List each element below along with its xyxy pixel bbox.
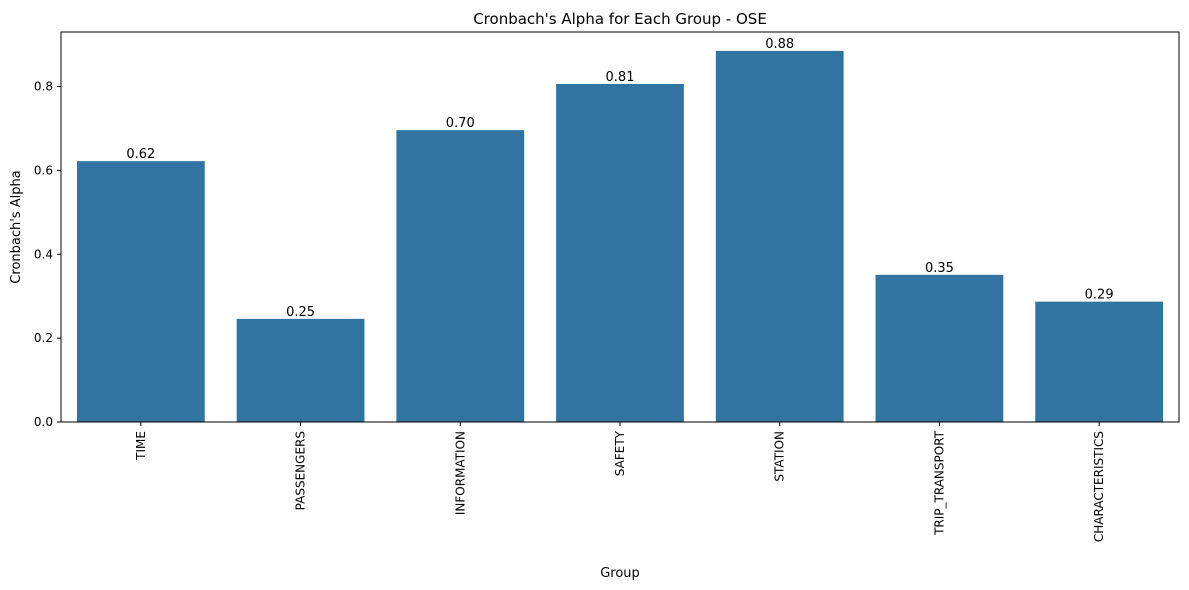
x-tick-label-station: STATION xyxy=(773,431,787,482)
bar-safety xyxy=(556,84,684,422)
value-label-trip-transport: 0.35 xyxy=(925,261,954,276)
y-tick-label: 0.6 xyxy=(34,163,53,177)
value-label-passengers: 0.25 xyxy=(286,305,315,320)
bar-information xyxy=(396,130,525,422)
x-tick-label-characteristics: CHARACTERISTICS xyxy=(1092,431,1106,542)
chart-title: Cronbach's Alpha for Each Group - OSE xyxy=(473,10,767,28)
y-tick-label: 0.8 xyxy=(34,80,53,94)
value-label-safety: 0.81 xyxy=(606,70,635,85)
value-label-information: 0.70 xyxy=(446,116,475,131)
x-tick-label-information: INFORMATION xyxy=(453,431,467,515)
bar-station xyxy=(715,50,844,422)
y-axis-label: Cronbach's Alpha xyxy=(9,170,24,283)
x-tick-label-passengers: PASSENGERS xyxy=(294,431,308,510)
x-tick-label-safety: SAFETY xyxy=(613,430,627,476)
value-label-station: 0.88 xyxy=(765,37,794,52)
bars-layer xyxy=(76,50,1164,422)
value-label-characteristics: 0.29 xyxy=(1085,288,1114,303)
bar-time xyxy=(76,161,205,422)
value-labels-layer: 0.62 0.25 0.70 0.81 0.88 0.35 0.29 xyxy=(126,37,1113,320)
y-tick-label: 0.4 xyxy=(34,247,53,261)
plot-frame xyxy=(60,31,1180,423)
y-axis-ticks: 0.0 0.2 0.4 0.6 0.8 xyxy=(34,80,61,429)
x-axis-label: Group xyxy=(600,566,640,581)
bar-trip-transport xyxy=(875,274,1004,422)
x-axis-ticks: TIME PASSENGERS INFORMATION SAFETY STATION TR… xyxy=(134,422,1106,542)
bar-characteristics xyxy=(1035,301,1164,422)
x-tick-label-time: TIME xyxy=(134,431,148,461)
y-tick-label: 0.0 xyxy=(34,415,53,429)
x-tick-label-trip-transport: TRIP_TRANSPORT xyxy=(932,430,946,536)
value-label-time: 0.62 xyxy=(126,147,155,162)
y-tick-label: 0.2 xyxy=(34,331,53,345)
bar-passengers xyxy=(236,318,365,422)
